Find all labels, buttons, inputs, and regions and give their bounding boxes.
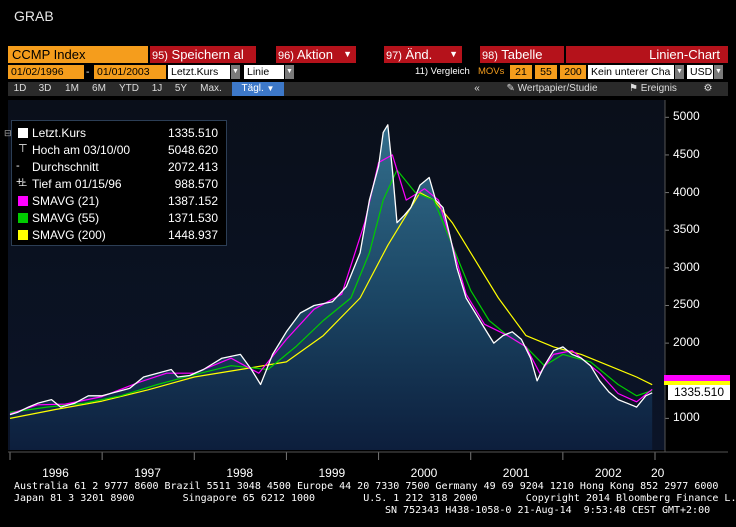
table-button[interactable]: 98) Tabelle [480, 46, 564, 63]
y-tick-label: 3000 [673, 259, 700, 274]
frequency-select[interactable]: Tägl. ▼ [232, 82, 284, 96]
square-icon [18, 230, 28, 240]
low-marker-icon: ⊥ [18, 177, 28, 189]
square-icon [18, 213, 28, 223]
collapse-icon[interactable]: « [474, 83, 480, 94]
chevron-down-icon[interactable]: ▼ [714, 65, 723, 79]
save-as-number: 95) [152, 50, 168, 62]
price-area-fill [10, 124, 653, 451]
movs-label: MOVs [478, 66, 505, 77]
smavg21-marker [664, 375, 730, 381]
legend-smavg-21: SMAVG (21) 1387.152 [12, 193, 226, 209]
period-ytd[interactable]: YTD [119, 83, 139, 94]
y-tick-label: 3500 [673, 222, 700, 237]
series-line-smavg-21 [9, 154, 653, 415]
x-tick-label: 20 [651, 466, 665, 480]
period-1j[interactable]: 1J [151, 83, 163, 94]
x-tick-label: 1996 [42, 466, 69, 480]
mov2-field[interactable]: 55 [535, 65, 557, 79]
footer-contacts-2: Japan 81 3 3201 8900 Singapore 65 6212 1… [14, 493, 736, 504]
action-button[interactable]: 96) Aktion ▼ [276, 46, 356, 63]
frequency-label: Tägl. [241, 83, 264, 94]
save-as-label: Speichern al [171, 47, 244, 62]
period-1m[interactable]: 1M [65, 83, 79, 94]
footer-contacts-1: Australia 61 2 9777 8600 Brazil 5511 304… [14, 481, 719, 492]
period-5y[interactable]: 5Y [174, 83, 188, 94]
collapse-legend-icon[interactable]: ⊟ [4, 128, 12, 138]
legend-last-price: Letzt.Kurs 1335.510 [12, 125, 226, 141]
y-tick-label: 1000 [673, 410, 700, 425]
currency-select[interactable]: USD [687, 65, 713, 79]
square-icon [18, 128, 28, 138]
period-max[interactable]: Max. [200, 83, 222, 94]
period-1d[interactable]: 1D [13, 83, 27, 94]
square-icon [18, 196, 28, 206]
action-label: Aktion [296, 47, 333, 62]
change-label: Änd. [405, 47, 433, 62]
y-tick-label: 4500 [673, 146, 700, 161]
chevron-down-icon: ▼ [343, 49, 352, 59]
legend-smavg-55: SMAVG (55) 1371.530 [12, 210, 226, 226]
date-separator: - [86, 66, 90, 78]
last-price-badge: 1335.510 [668, 385, 730, 400]
compare-button[interactable]: 11) Vergleich [415, 66, 470, 77]
average-marker-icon: -+- [16, 160, 27, 188]
period-3d[interactable]: 3D [38, 83, 52, 94]
table-label: Tabelle [501, 47, 543, 62]
x-tick-label: 2002 [594, 466, 622, 480]
action-number: 96) [278, 50, 294, 62]
pencil-icon: ✎ [506, 83, 515, 94]
period-bar [8, 82, 728, 96]
chevron-down-icon[interactable]: ▼ [231, 65, 240, 79]
chart-legend[interactable]: Letzt.Kurs 1335.510 ⊤ Hoch am 03/10/00 5… [11, 120, 227, 246]
flag-icon: ⚑ [629, 83, 639, 94]
mov1-field[interactable]: 21 [510, 65, 532, 79]
y-tick-label: 2500 [673, 297, 700, 312]
window-title: GRAB [14, 8, 54, 24]
events-label: Ereignis [640, 83, 677, 94]
lower-chart-select[interactable]: Kein unterer Cha [588, 65, 674, 79]
mov3-field[interactable]: 200 [560, 65, 586, 79]
table-number: 98) [482, 50, 498, 62]
legend-low: ⊥ Tief am 01/15/96 988.570 [18, 177, 218, 191]
x-tick-label: 1998 [226, 466, 254, 480]
change-button[interactable]: 97) Änd. ▼ [384, 46, 462, 63]
x-tick-label: 1997 [134, 466, 161, 480]
gear-icon[interactable]: ⚙ [703, 83, 713, 94]
chevron-down-icon[interactable]: ▼ [675, 65, 684, 79]
x-tick-label: 1999 [318, 466, 346, 480]
series-line-letzt-kurs [9, 124, 653, 416]
style-select[interactable]: Linie [244, 65, 284, 79]
events-button[interactable]: ⚑ Ereignis [618, 82, 688, 96]
start-date-field[interactable]: 01/02/1996 [8, 65, 84, 79]
change-number: 97) [386, 50, 402, 62]
end-date-field[interactable]: 01/01/2003 [94, 65, 166, 79]
smavg200-marker [664, 381, 730, 385]
chart-type-label: Linien-Chart [566, 46, 728, 63]
save-as-button[interactable]: 95) Speichern al [150, 46, 256, 63]
price-field-select[interactable]: Letzt.Kurs [168, 65, 230, 79]
y-tick-label: 2000 [673, 335, 700, 350]
security-study-button[interactable]: ✎ Wertpapier/Studie [492, 82, 612, 96]
ticker-field[interactable]: CCMP Index [8, 46, 148, 63]
x-tick-label: 2000 [410, 466, 438, 480]
footer-session: SN 752343 H438-1058-0 21-Aug-14 9:53:48 … [385, 505, 711, 516]
security-study-label: Wertpapier/Studie [517, 83, 598, 94]
y-tick-label: 4000 [673, 184, 700, 199]
x-tick-label: 2001 [502, 466, 530, 480]
chevron-down-icon[interactable]: ▼ [285, 65, 294, 79]
period-6m[interactable]: 6M [92, 83, 106, 94]
y-tick-label: 5000 [673, 109, 700, 124]
legend-high: ⊤ Hoch am 03/10/00 5048.620 [18, 143, 218, 157]
high-marker-icon: ⊤ [18, 143, 28, 155]
chevron-down-icon: ▼ [449, 49, 458, 59]
legend-average: -+- Durchschnitt 2072.413 [16, 160, 218, 188]
legend-smavg-200: SMAVG (200) 1448.937 [12, 227, 226, 243]
chevron-down-icon: ▼ [266, 84, 275, 93]
